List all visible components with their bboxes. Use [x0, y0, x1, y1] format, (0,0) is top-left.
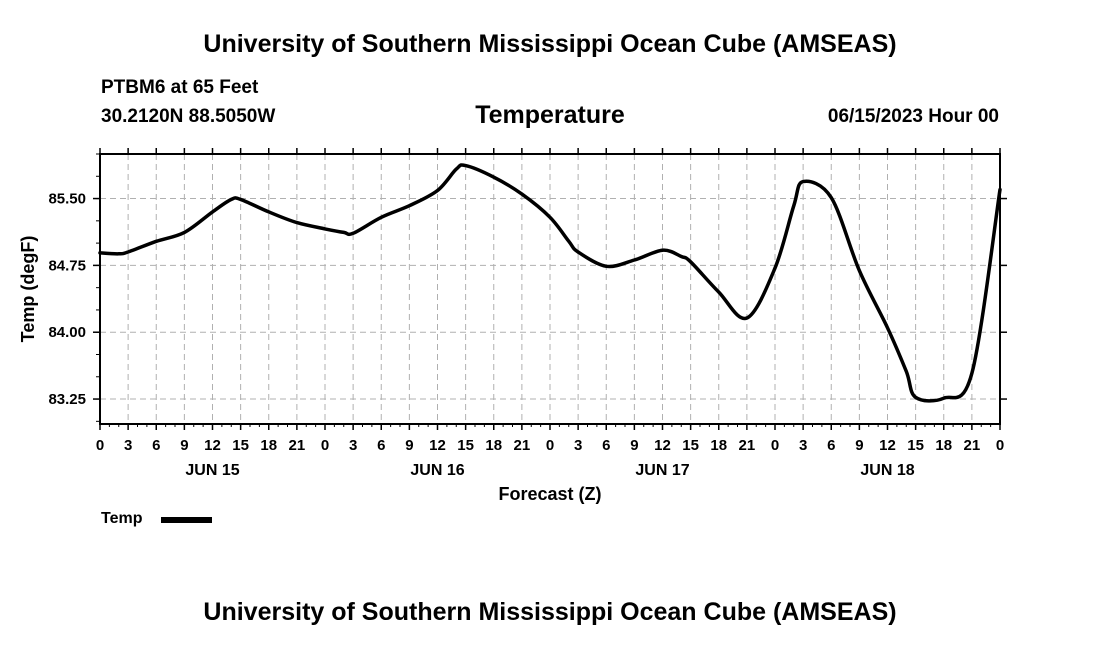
x-tick-label: 0	[96, 437, 104, 454]
y-tick-label: 83.25	[48, 391, 86, 408]
x-tick-label: 6	[152, 437, 160, 454]
y-axis-title: Temp (degF)	[18, 236, 38, 343]
page-title: University of Southern Mississippi Ocean…	[203, 30, 897, 58]
series-layer	[98, 163, 1002, 403]
x-tick-label: 18	[935, 437, 952, 454]
y-tick-label: 85.50	[48, 191, 86, 208]
x-tick-label: 0	[996, 437, 1004, 454]
x-day-label: JUN 17	[635, 462, 689, 479]
x-tick-label: 21	[739, 437, 756, 454]
x-day-label: JUN 18	[860, 462, 914, 479]
x-tick-label: 21	[964, 437, 981, 454]
forecast-datetime: 06/15/2023 Hour 00	[827, 106, 999, 127]
variable-title: Temperature	[475, 101, 625, 129]
x-tick-label: 6	[602, 437, 610, 454]
x-tick-label: 18	[260, 437, 277, 454]
x-day-label: JUN 16	[410, 462, 464, 479]
station-coordinates: 30.2120N 88.5050W	[101, 106, 276, 127]
grid-lines	[100, 154, 1000, 424]
x-tick-label: 3	[124, 437, 132, 454]
x-tick-label: 15	[907, 437, 924, 454]
x-tick-label: 21	[514, 437, 531, 454]
x-tick-label: 12	[429, 437, 446, 454]
y-tick-label: 84.00	[48, 324, 86, 341]
y-tick-label: 84.75	[48, 257, 86, 274]
x-tick-label: 6	[827, 437, 835, 454]
x-tick-label: 15	[232, 437, 249, 454]
x-tick-label: 0	[546, 437, 554, 454]
x-tick-label: 18	[710, 437, 727, 454]
x-tick-label: 9	[630, 437, 638, 454]
x-day-label: JUN 15	[185, 462, 239, 479]
x-tick-label: 12	[879, 437, 896, 454]
x-tick-label: 3	[349, 437, 357, 454]
x-tick-label: 6	[377, 437, 385, 454]
x-tick-label: 0	[321, 437, 329, 454]
x-axis-title: Forecast (Z)	[498, 484, 601, 504]
series-line-temp	[98, 163, 1002, 403]
x-tick-label: 21	[289, 437, 306, 454]
legend-label: Temp	[101, 510, 143, 527]
x-tick-label: 3	[799, 437, 807, 454]
x-tick-label: 18	[485, 437, 502, 454]
x-tick-label: 12	[654, 437, 671, 454]
x-tick-label: 9	[855, 437, 863, 454]
x-tick-label: 3	[574, 437, 582, 454]
footer-title: University of Southern Mississippi Ocean…	[203, 598, 897, 626]
axis-labels: 0 3 6 9 12 15 18 21 0 3 6 9 12 15 18 21 0 3 6 9 12 15 18 21 0 3 6 9…	[18, 191, 1004, 504]
plot-frame	[99, 153, 1001, 425]
x-tick-label: 12	[204, 437, 221, 454]
x-tick-label: 9	[180, 437, 188, 454]
legend-line-swatch	[161, 517, 212, 523]
station-label: PTBM6 at 65 Feet	[101, 77, 259, 98]
x-tick-label: 15	[682, 437, 699, 454]
x-tick-label: 15	[457, 437, 474, 454]
x-tick-label: 9	[405, 437, 413, 454]
x-tick-label: 0	[771, 437, 779, 454]
